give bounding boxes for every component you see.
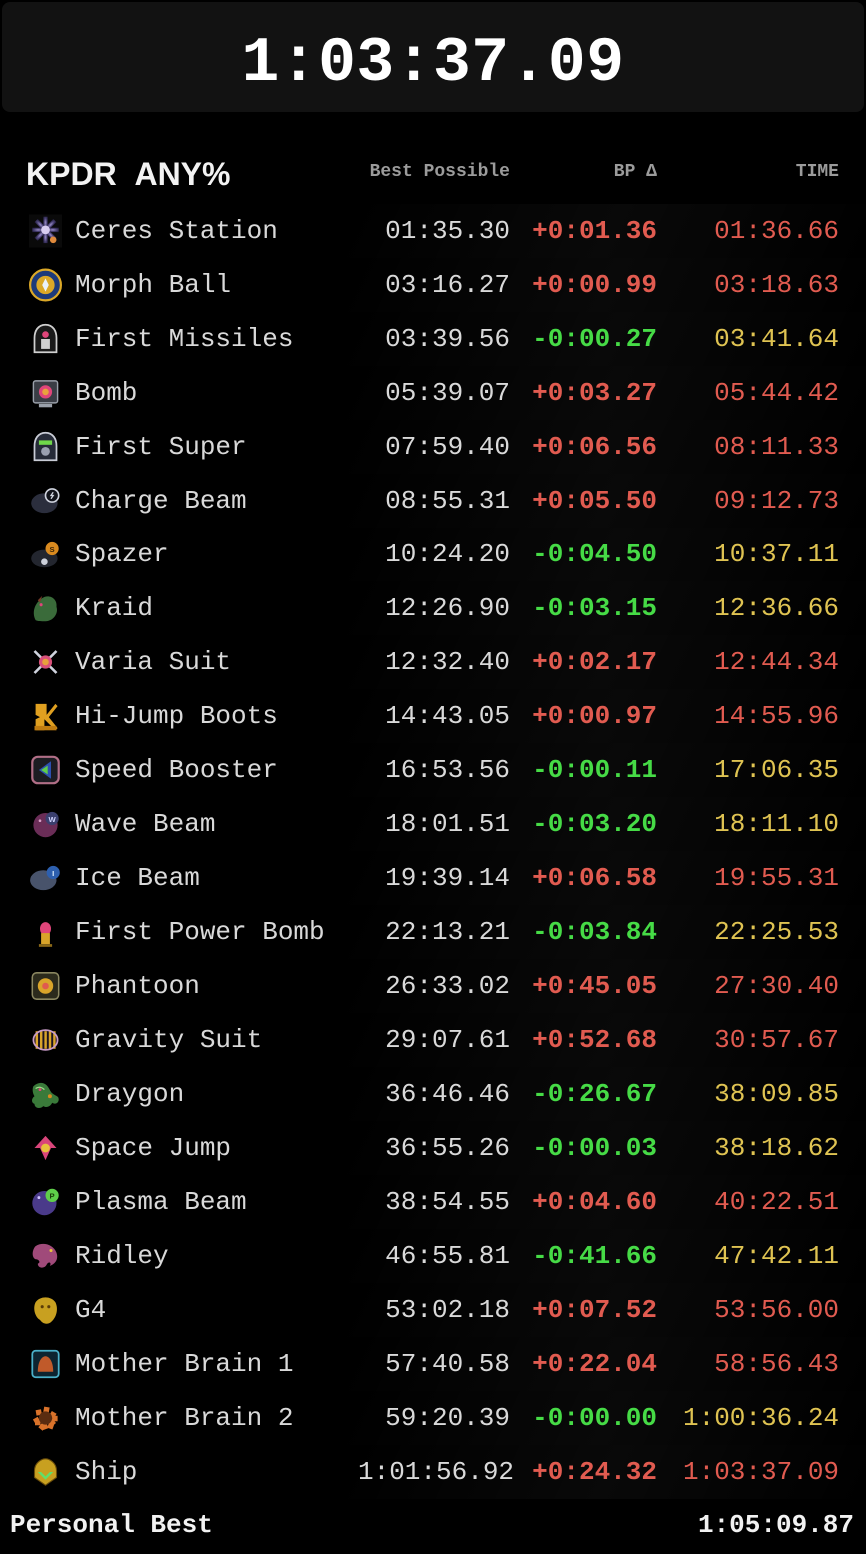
svg-text:S: S [50,545,55,554]
svg-text:W: W [48,815,56,824]
svg-text:P: P [50,1192,55,1201]
svg-text:I: I [52,869,54,878]
